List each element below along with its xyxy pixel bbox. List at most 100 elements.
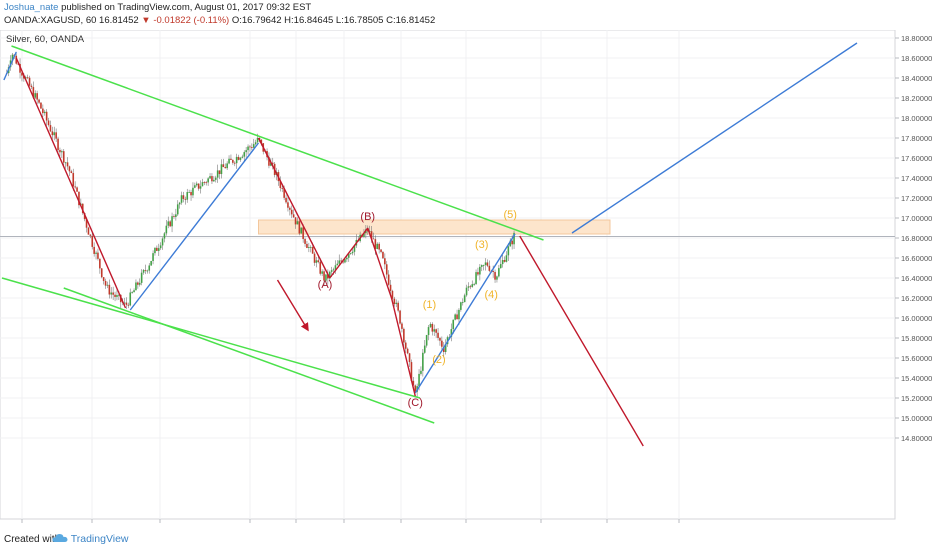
candle-body [47,120,50,126]
red-trendline [367,227,393,299]
candle-body [256,137,259,143]
candle-body [32,87,35,98]
candle-body [313,253,316,263]
footer: Created with TradingView [0,528,932,550]
published-text: published on TradingView.com, August 01,… [61,2,312,13]
candle-body [353,245,356,252]
candle-body [420,370,422,374]
candle-body [378,243,380,250]
candle-body [53,132,56,136]
price-tick-label: 15.80000 [901,334,932,343]
candle-body [384,258,386,265]
candle-body [437,332,439,338]
wave-label: (2) [432,354,445,366]
candle-body [511,240,513,245]
time-axis: 17 May 15 Jun 12 21 Jul 17 Aug 14 28 [17,519,684,534]
chart-area[interactable]: (A) (B) (C) (1) (2) (3) (4) (5) 18.80000 18.6000… [0,29,932,534]
plot-frame [0,29,896,520]
candle-body [507,246,510,256]
candle-body [239,157,242,160]
candle-body [43,111,46,114]
candle-body [36,93,38,100]
trendlines [1,42,858,447]
candle-body [30,85,33,88]
candle-body [176,204,179,215]
candle-body [201,182,204,187]
candle-body [395,302,398,305]
price-tick-label: 16.80000 [901,234,932,243]
green-trendline [63,287,435,424]
candle-body [167,221,170,226]
candle-body [228,158,230,164]
candle-body [380,249,382,252]
candle-body [91,235,94,247]
candle-body [344,259,346,263]
candle-body [346,257,348,260]
candle-body [463,295,466,303]
candle-body [195,183,198,186]
candle-body [186,192,189,200]
candle-body [64,162,67,164]
tradingview-logo[interactable]: TradingView [52,532,129,545]
red-trendline [15,57,127,309]
candle-body [150,260,152,266]
candle-body [156,247,158,251]
candle-body [68,166,71,172]
candle-body [213,179,215,182]
wave-label: (4) [485,289,498,301]
candle-body [146,270,149,272]
candle-body [296,221,299,225]
red-trendline [257,137,331,279]
price-tick-label: 17.40000 [901,174,932,183]
candle-body [252,144,255,148]
candle-body [81,203,84,214]
publish-info: Joshua_nate published on TradingView.com… [4,2,311,13]
time-tick-label: 12 [291,524,301,526]
candle-body [349,253,352,255]
candle-body [385,264,388,275]
candle-body [57,138,59,151]
candle-body [72,173,75,187]
wave-label: (5) [504,209,517,221]
wave-label: (1) [423,299,436,311]
candle-body [171,216,173,227]
candle-body [112,292,114,295]
candle-body [251,147,253,148]
candle-body [216,170,219,178]
candle-body [26,77,29,79]
candle-body [127,304,130,306]
candle-body [399,310,401,324]
blue-trendline [571,42,858,234]
candle-body [97,252,99,259]
symbol: OANDA:XAGUSD, 60 [4,15,97,26]
candle-body [408,353,411,363]
author-link[interactable]: Joshua_nate [4,2,59,13]
price-tick-label: 18.20000 [901,94,932,103]
candle-body [294,217,297,225]
candle-body [342,261,344,263]
candle-body [292,214,295,218]
candle-body [494,271,496,280]
candle-body [406,348,409,354]
candle-body [311,247,314,254]
candle-body [488,265,491,271]
ohlc-open: O:16.79642 [231,15,282,26]
candle-body [173,216,175,217]
price-chart[interactable]: (A) (B) (C) (1) (2) (3) (4) (5) 18.80000 18.6000… [0,29,932,534]
candle-body [319,262,322,274]
candle-body [199,186,202,189]
candle-body [85,219,88,228]
candle-body [465,287,468,296]
candle-body [469,286,472,288]
candle-body [21,72,23,76]
candle-body [321,271,323,274]
candle-body [118,294,120,296]
candle-body [110,292,113,295]
candle-body [454,314,456,320]
candle-body [433,329,436,332]
candle-body [492,270,494,272]
candle-body [24,77,27,79]
candle-body [298,221,301,234]
candle-body [340,260,342,262]
price-tick-label: 18.80000 [901,34,932,43]
